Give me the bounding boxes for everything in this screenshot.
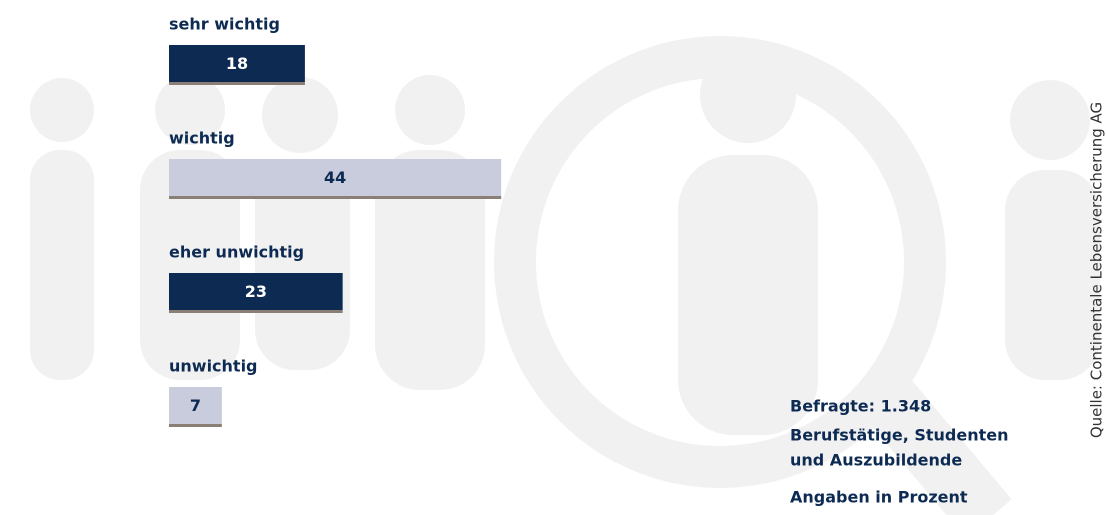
bar-underline: [169, 424, 222, 427]
category-label: eher unwichtig: [169, 243, 304, 262]
bar-underline: [169, 196, 501, 199]
value-label: 7: [190, 396, 201, 415]
category-label: unwichtig: [169, 357, 258, 376]
bar-underline: [169, 82, 305, 85]
note: Berufstätige, Studenten: [790, 426, 1009, 445]
category-label: sehr wichtig: [169, 15, 280, 34]
chart: Quelle: Continentale Lebensversicherung …: [0, 0, 1106, 515]
value-label: 44: [324, 168, 346, 187]
value-label: 18: [226, 54, 248, 73]
note: Angaben in Prozent: [790, 488, 968, 507]
category-label: wichtig: [169, 129, 235, 148]
note: Befragte: 1.348: [790, 397, 931, 416]
source: Quelle: Continentale Lebensversicherung …: [1088, 102, 1106, 438]
bar-underline: [169, 310, 343, 313]
note: und Auszubildende: [790, 451, 962, 470]
value-label: 23: [245, 282, 267, 301]
